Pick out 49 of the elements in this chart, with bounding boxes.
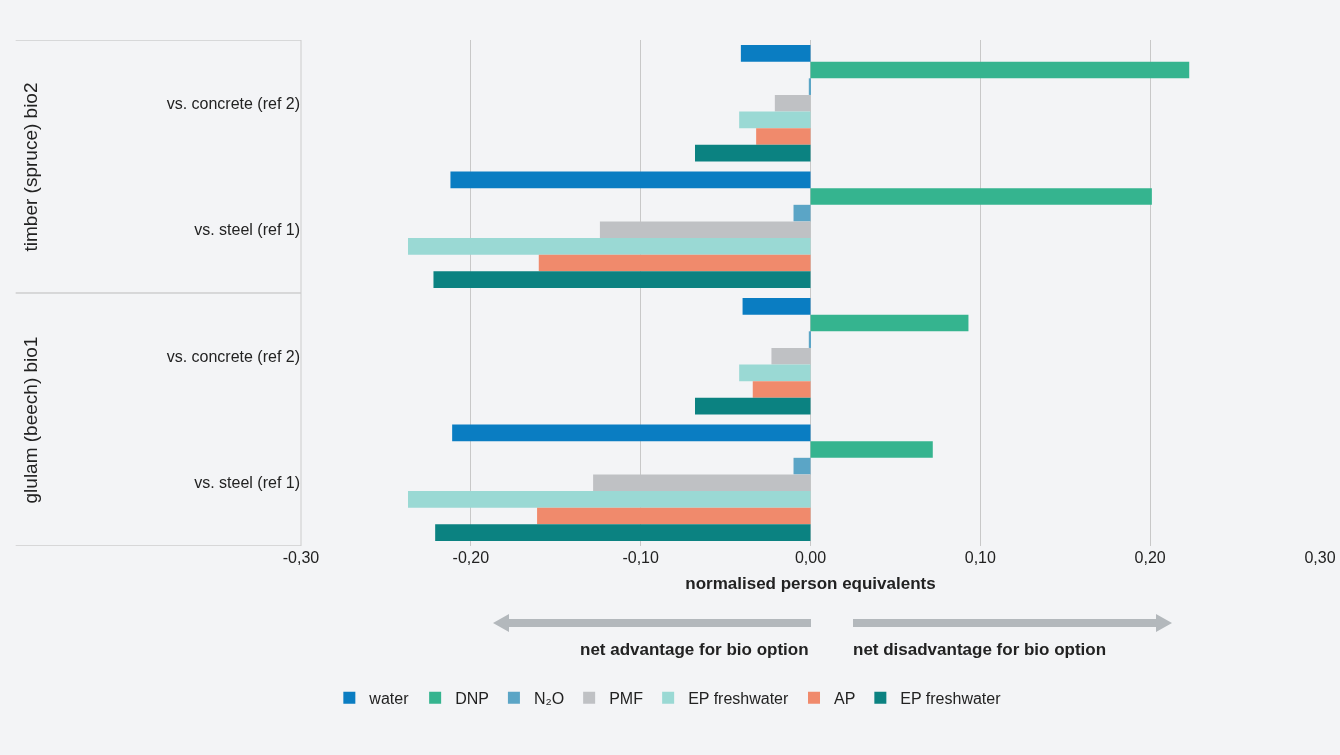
bar	[793, 204, 811, 222]
bar	[408, 238, 811, 255]
text: net advantage for bio option	[580, 640, 809, 659]
bar	[408, 491, 811, 508]
bar	[756, 128, 811, 145]
legend-label: EP freshwater	[900, 689, 1002, 707]
bar	[435, 524, 811, 541]
x-tick-label: -0,20	[452, 549, 490, 566]
bar	[450, 171, 811, 189]
x-tick-label: 0,30	[1304, 549, 1336, 566]
bar	[774, 94, 811, 112]
x-axis-title: normalised person equivalents	[685, 574, 936, 594]
bar	[740, 45, 811, 62]
y-tick-label: vs. steel (ref 1)	[194, 474, 300, 492]
x-tick-label: -0,30	[282, 549, 320, 566]
bar	[793, 457, 811, 475]
bar	[537, 507, 811, 525]
bar	[810, 188, 1152, 205]
bar	[695, 397, 811, 415]
bar	[742, 298, 811, 315]
bar	[810, 61, 1190, 79]
bar	[538, 254, 811, 272]
bar	[808, 331, 811, 348]
y-tick-label: vs. concrete (ref 2)	[166, 94, 300, 112]
y-tick-label: vs. steel (ref 1)	[194, 221, 300, 239]
bar	[810, 314, 969, 332]
bar	[810, 441, 933, 458]
y-tick-label: vs. concrete (ref 2)	[166, 347, 300, 365]
bar	[452, 424, 811, 442]
text: net disadvantage for bio option	[853, 640, 1107, 659]
x-tick-label: 0,20	[1134, 549, 1166, 566]
x-tick-label: 0,00	[794, 549, 827, 566]
x-tick-label: -0,10	[622, 549, 660, 566]
legend-label: AP	[834, 689, 856, 707]
bar	[739, 111, 811, 129]
bar	[433, 271, 811, 288]
bar	[752, 381, 811, 398]
bar	[739, 364, 811, 382]
bar	[808, 78, 811, 95]
legend-label: DNP	[455, 689, 489, 707]
legend-label: PMF	[609, 689, 644, 707]
text: glulam (beech) bio1	[20, 336, 42, 504]
legend-label: EP freshwater	[688, 689, 789, 707]
bar	[771, 347, 811, 365]
legend-label: N₂O	[533, 689, 565, 707]
x-tick-label: 0,10	[964, 549, 996, 566]
bar	[695, 144, 811, 162]
text: timber (spruce) bio2	[20, 82, 42, 252]
legend-label: water	[368, 689, 410, 707]
